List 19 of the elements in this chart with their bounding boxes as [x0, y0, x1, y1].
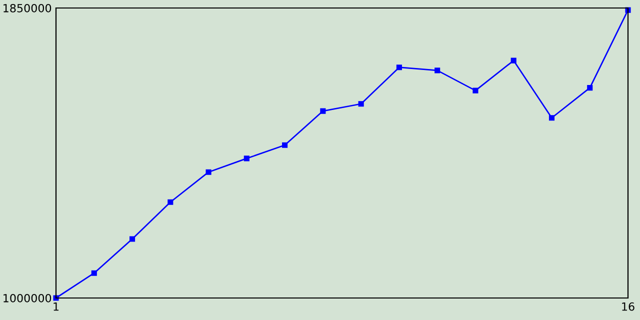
x-tick-label: 16 [622, 302, 634, 311]
point [358, 101, 364, 107]
y-tick-label: 1000000 [4, 294, 52, 302]
point [510, 58, 516, 64]
point [244, 156, 250, 162]
point [129, 236, 136, 242]
point [91, 270, 97, 276]
point [53, 295, 59, 301]
x-tick-label: 1 [54, 302, 59, 311]
point [206, 169, 212, 175]
point [587, 85, 593, 91]
point [434, 68, 440, 74]
point [548, 115, 555, 121]
point [472, 88, 478, 94]
y-tick-label: 1850000 [4, 4, 52, 12]
point [168, 199, 174, 205]
point [282, 142, 288, 148]
point [320, 108, 326, 114]
point [396, 64, 402, 70]
